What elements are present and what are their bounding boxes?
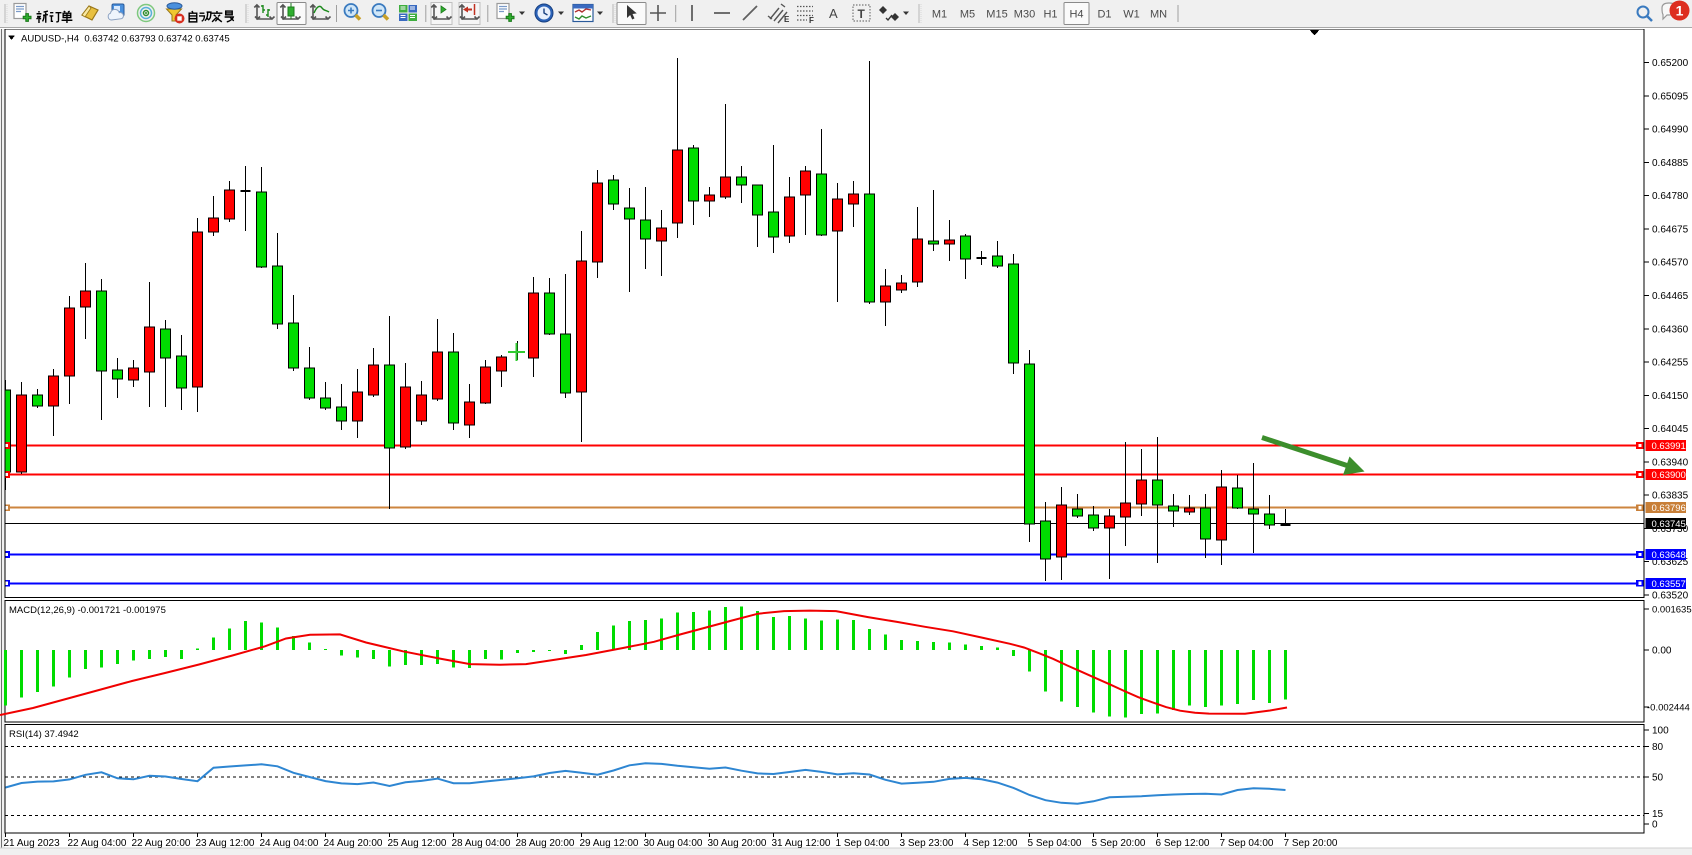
svg-text:29 Aug 12:00: 29 Aug 12:00: [580, 838, 639, 849]
svg-text:6 Sep 12:00: 6 Sep 12:00: [1156, 838, 1210, 849]
svg-text:MACD(12,26,9) -0.001721 -0.001: MACD(12,26,9) -0.001721 -0.001975: [9, 605, 166, 616]
svg-text:RSI(14) 37.4942: RSI(14) 37.4942: [9, 729, 79, 740]
svg-text:24 Aug 04:00: 24 Aug 04:00: [260, 838, 319, 849]
svg-text:28 Aug 04:00: 28 Aug 04:00: [452, 838, 511, 849]
svg-text:0.64990: 0.64990: [1652, 125, 1689, 136]
svg-text:MN: MN: [1150, 9, 1167, 21]
svg-text:5 Sep 20:00: 5 Sep 20:00: [1092, 838, 1146, 849]
svg-text:0.63648: 0.63648: [1652, 550, 1686, 561]
svg-text:3 Sep 23:00: 3 Sep 23:00: [900, 838, 954, 849]
svg-text:0.64360: 0.64360: [1652, 324, 1689, 335]
svg-text:0.63900: 0.63900: [1652, 470, 1686, 481]
svg-text:23 Aug 12:00: 23 Aug 12:00: [196, 838, 255, 849]
svg-text:25 Aug 12:00: 25 Aug 12:00: [388, 838, 447, 849]
svg-text:M30: M30: [1014, 9, 1035, 21]
svg-text:0: 0: [1652, 820, 1658, 831]
svg-text:0.63625: 0.63625: [1652, 557, 1689, 568]
svg-text:W1: W1: [1123, 9, 1140, 21]
svg-text:28 Aug 20:00: 28 Aug 20:00: [516, 838, 575, 849]
svg-text:21 Aug 2023: 21 Aug 2023: [4, 838, 61, 849]
svg-text:22 Aug 20:00: 22 Aug 20:00: [132, 838, 191, 849]
svg-text:0.00: 0.00: [1652, 645, 1672, 656]
svg-text:1: 1: [1676, 3, 1684, 19]
svg-text:1 Sep 04:00: 1 Sep 04:00: [836, 838, 890, 849]
svg-text:0.63745: 0.63745: [1652, 519, 1686, 530]
svg-text:5 Sep 04:00: 5 Sep 04:00: [1028, 838, 1082, 849]
svg-text:0.65095: 0.65095: [1652, 92, 1689, 103]
svg-text:D1: D1: [1097, 9, 1111, 21]
svg-text:0.63730: 0.63730: [1652, 524, 1689, 535]
svg-text:-0.002444: -0.002444: [1647, 702, 1690, 713]
svg-text:30 Aug 20:00: 30 Aug 20:00: [708, 838, 767, 849]
svg-text:A: A: [829, 6, 838, 21]
svg-text:0.64885: 0.64885: [1652, 158, 1689, 169]
svg-text:T: T: [858, 7, 866, 21]
svg-text:22 Aug 04:00: 22 Aug 04:00: [68, 838, 127, 849]
svg-text:30 Aug 04:00: 30 Aug 04:00: [644, 838, 703, 849]
svg-text:0.65200: 0.65200: [1652, 58, 1689, 69]
svg-text:24 Aug 20:00: 24 Aug 20:00: [324, 838, 383, 849]
svg-text:0.63991: 0.63991: [1652, 441, 1686, 452]
svg-text:0.63520: 0.63520: [1652, 590, 1689, 601]
svg-text:0.64255: 0.64255: [1652, 358, 1689, 369]
svg-text:31 Aug 12:00: 31 Aug 12:00: [772, 838, 831, 849]
svg-text:F: F: [809, 16, 814, 25]
svg-text:0.64780: 0.64780: [1652, 191, 1689, 202]
svg-text:15: 15: [1652, 809, 1664, 820]
svg-text:50: 50: [1652, 773, 1664, 784]
svg-text:0.64465: 0.64465: [1652, 291, 1689, 302]
svg-text:H4: H4: [1069, 9, 1083, 21]
svg-text:AUDUSD-,H4 0.63742 0.63793 0.: AUDUSD-,H4 0.63742 0.63793 0.63742 0.637…: [21, 34, 230, 45]
svg-text:4 Sep 12:00: 4 Sep 12:00: [964, 838, 1018, 849]
svg-text:0.63940: 0.63940: [1652, 457, 1689, 468]
svg-text:80: 80: [1652, 742, 1664, 753]
svg-text:0.64150: 0.64150: [1652, 391, 1689, 402]
svg-text:0.64675: 0.64675: [1652, 225, 1689, 236]
svg-text:E: E: [784, 15, 790, 24]
svg-text:M1: M1: [932, 9, 947, 21]
svg-text:M5: M5: [960, 9, 975, 21]
svg-text:0.63557: 0.63557: [1652, 579, 1686, 590]
svg-text:0.64045: 0.64045: [1652, 424, 1689, 435]
svg-text:7 Sep 20:00: 7 Sep 20:00: [1284, 838, 1338, 849]
svg-text:0.63796: 0.63796: [1652, 503, 1686, 514]
svg-text:0.64570: 0.64570: [1652, 258, 1689, 269]
svg-text:0.63835: 0.63835: [1652, 491, 1689, 502]
svg-text:H1: H1: [1043, 9, 1057, 21]
svg-text:100: 100: [1652, 726, 1669, 737]
svg-text:7 Sep 04:00: 7 Sep 04:00: [1220, 838, 1274, 849]
svg-text:0.001635: 0.001635: [1652, 605, 1692, 616]
svg-text:M15: M15: [986, 9, 1007, 21]
